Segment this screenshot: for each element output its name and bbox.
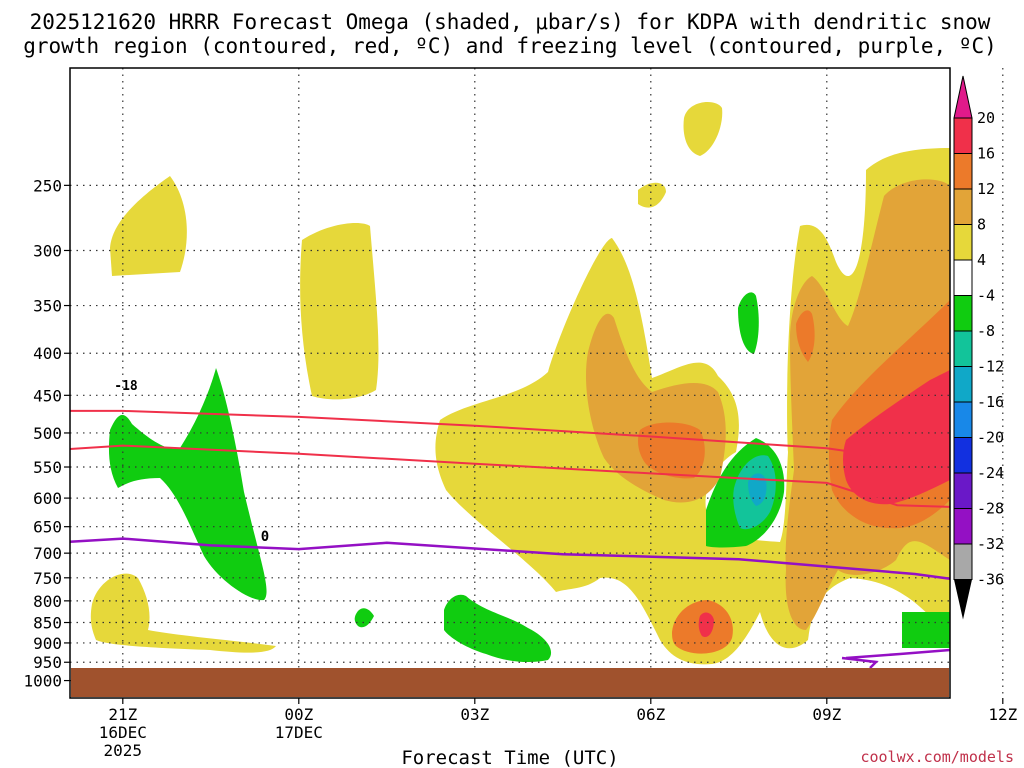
colorbar-label: 16 xyxy=(977,145,995,163)
y-tick-label: 700 xyxy=(33,544,62,563)
y-tick-label: 500 xyxy=(33,424,62,443)
omega-yellow-blob-3 xyxy=(638,182,666,208)
colorbar-segment xyxy=(953,508,973,545)
omega-red-1 xyxy=(843,370,950,505)
colorbar-segment xyxy=(953,224,973,261)
y-tick-label: 350 xyxy=(33,297,62,316)
y-tick-label: 400 xyxy=(33,344,62,363)
omega-green-400 xyxy=(738,292,759,354)
colorbar-label: -20 xyxy=(977,429,1004,447)
colorbar-label: -32 xyxy=(977,535,1004,553)
colorbar-label: -28 xyxy=(977,500,1004,518)
colorbar-segment xyxy=(953,543,973,580)
omega-green-left xyxy=(108,368,267,601)
colorbar-bottom-arrow xyxy=(954,579,972,620)
chart-title-line2: growth region (contoured, red, ºC) and f… xyxy=(23,34,997,58)
colorbar-segment xyxy=(953,259,973,296)
colorbar-label: -16 xyxy=(977,393,1004,411)
omega-green-right xyxy=(902,612,950,648)
y-tick-label: 850 xyxy=(33,614,62,633)
colorbar-label: 12 xyxy=(977,180,995,198)
x-tick-label: 21Z xyxy=(108,705,137,724)
omega-yellow-lowleft xyxy=(90,573,276,653)
grid-lines xyxy=(70,68,1004,698)
x-tick-label: 06Z xyxy=(636,705,665,724)
colorbar-label: 4 xyxy=(977,251,986,269)
colorbar-label: -4 xyxy=(977,287,995,305)
x-tick-year: 2025 xyxy=(104,741,143,760)
colorbar-label: -8 xyxy=(977,322,995,340)
terrain-fill xyxy=(71,668,949,697)
omega-green-lower xyxy=(444,594,552,662)
colorbar-segment xyxy=(953,437,973,474)
colorbar-label: -36 xyxy=(977,571,1004,589)
x-tick-date: 17DEC xyxy=(275,723,323,742)
y-tick-label: 550 xyxy=(33,458,62,477)
colorbar: 20 16 12 8 4 -4 -8 -12 -16 -20 -24 -28 -32 -36 xyxy=(953,75,1004,620)
y-axis: 2503003504004505005506006507007508008509… xyxy=(23,176,70,691)
omega-yellow-blob-4 xyxy=(683,102,723,156)
plot-area: -18 0 250 300 350 400 450 500 550 600 650 700 750 8… xyxy=(23,67,1018,760)
chart-title-line1: 2025121620 HRRR Forecast Omega (shaded, … xyxy=(30,10,991,34)
y-tick-label: 250 xyxy=(33,176,62,195)
colorbar-segment xyxy=(953,153,973,190)
colorbar-label: 8 xyxy=(977,216,986,234)
y-tick-label: 650 xyxy=(33,518,62,537)
x-tick-label: 09Z xyxy=(812,705,841,724)
colorbar-segment xyxy=(953,472,973,509)
y-tick-label: 300 xyxy=(33,241,62,260)
colorbar-label: -24 xyxy=(977,464,1004,482)
contour-lines: -18 0 xyxy=(69,379,951,669)
y-tick-label: 600 xyxy=(33,489,62,508)
freezing-level-hook xyxy=(841,648,951,669)
x-axis-label: Forecast Time (UTC) xyxy=(401,747,618,768)
colorbar-segment xyxy=(953,330,973,367)
dgz-lower-contour xyxy=(69,444,951,508)
x-tick-date: 16DEC xyxy=(99,723,147,742)
dgz-label: -18 xyxy=(114,379,138,394)
y-tick-label: 900 xyxy=(33,634,62,653)
x-tick-label: 00Z xyxy=(284,705,313,724)
omega-yellow-blob-2 xyxy=(300,222,379,400)
omega-darkorange-2 xyxy=(796,310,815,362)
colorbar-segment xyxy=(953,117,973,154)
freezing-level-label: 0 xyxy=(261,529,269,545)
colorbar-top-arrow xyxy=(953,75,973,119)
plot-frame xyxy=(69,67,951,699)
credit-text: coolwx.com/models xyxy=(860,748,1014,766)
dgz-upper-contour xyxy=(70,409,951,467)
colorbar-segment xyxy=(953,401,973,438)
colorbar-label: -12 xyxy=(977,358,1004,376)
colorbar-segment xyxy=(953,366,973,403)
freezing-level-contour xyxy=(69,537,951,581)
omega-red-2 xyxy=(698,612,714,638)
colorbar-segment xyxy=(953,295,973,332)
y-tick-label: 450 xyxy=(33,386,62,405)
y-tick-label: 750 xyxy=(33,569,62,588)
y-tick-label: 1000 xyxy=(23,672,62,691)
y-tick-label: 950 xyxy=(33,653,62,672)
x-tick-label: 03Z xyxy=(460,705,489,724)
colorbar-label: 20 xyxy=(977,109,995,127)
y-tick-label: 800 xyxy=(33,592,62,611)
colorbar-segment xyxy=(953,188,973,225)
x-tick-label: 12Z xyxy=(988,705,1017,724)
